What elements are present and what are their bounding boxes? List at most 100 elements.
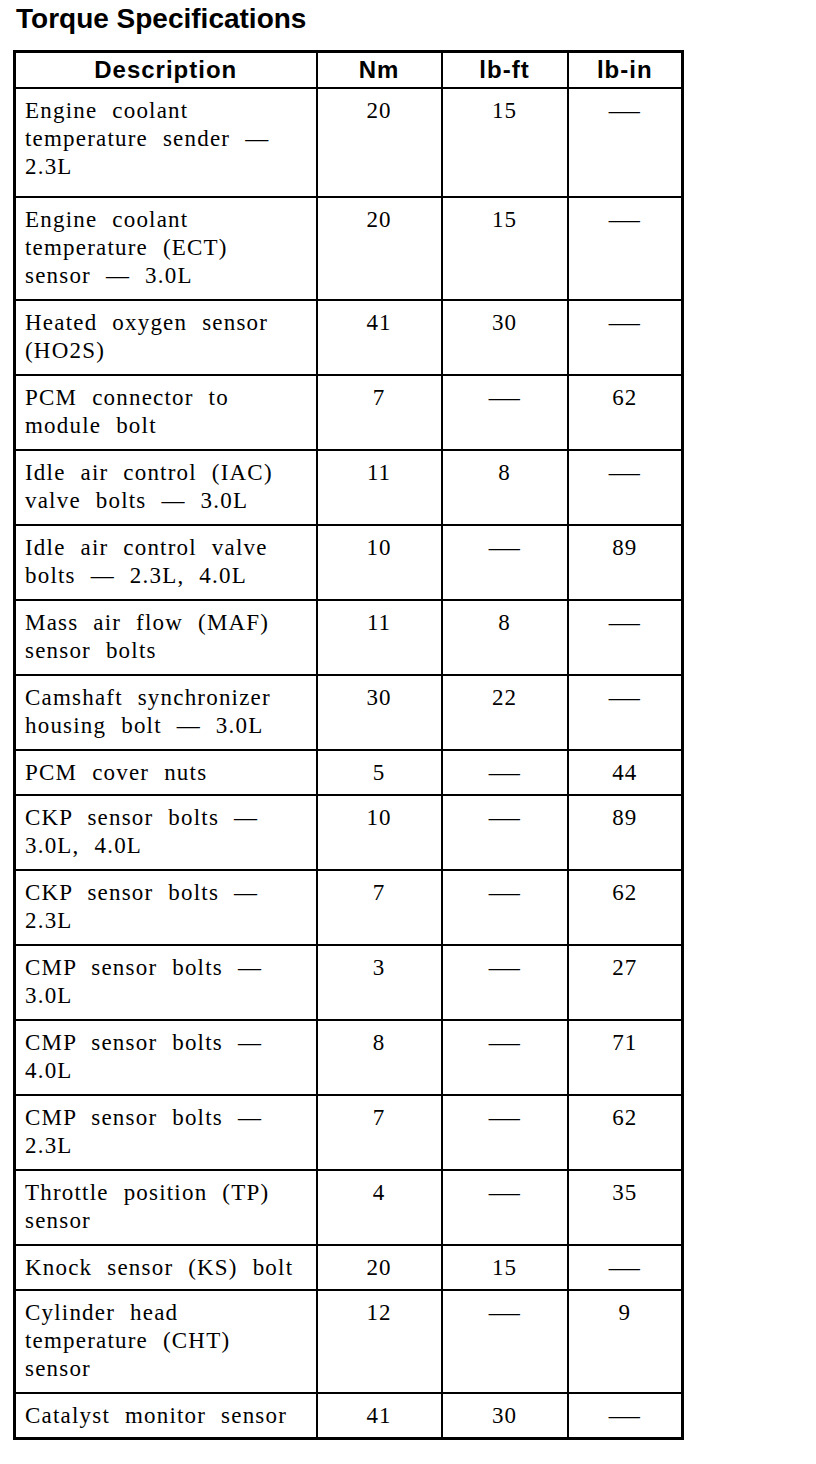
header-lb-in: lb-in bbox=[568, 52, 683, 89]
cell-lb-ft: 30 bbox=[442, 1393, 568, 1439]
cell-description: Heated oxygen sensor (HO2S) bbox=[15, 300, 317, 375]
em-dash: — bbox=[609, 1402, 641, 1430]
table-row: CKP sensor bolts — 3.0L, 4.0L10 — 89 bbox=[15, 795, 683, 870]
cell-lb-ft: — bbox=[442, 795, 568, 870]
cell-lb-in: 89 bbox=[568, 525, 683, 600]
table-row: CMP sensor bolts — 2.3L7—62 bbox=[15, 1095, 683, 1170]
cell-lb-in: — bbox=[568, 600, 683, 675]
cell-lb-ft: — bbox=[442, 1290, 568, 1393]
cell-description: CMP sensor bolts — 4.0L bbox=[15, 1020, 317, 1095]
cell-description: CMP sensor bolts — 3.0L bbox=[15, 945, 317, 1020]
cell-nm: 30 bbox=[317, 675, 442, 750]
cell-lb-ft: 15 bbox=[442, 1245, 568, 1290]
cell-nm: 20 bbox=[317, 197, 442, 300]
cell-nm: 11 bbox=[317, 450, 442, 525]
table-body: Engine coolant temperature sender — 2.3L… bbox=[15, 88, 683, 1439]
cell-description: Engine coolant temperature sender — 2.3L bbox=[15, 88, 317, 197]
cell-nm: 7 bbox=[317, 375, 442, 450]
cell-description: Idle air control valve bolts — 2.3L, 4.0… bbox=[15, 525, 317, 600]
cell-description: CMP sensor bolts — 2.3L bbox=[15, 1095, 317, 1170]
cell-description: PCM connector to module bolt bbox=[15, 375, 317, 450]
cell-lb-in: — bbox=[568, 197, 683, 300]
table-row: Camshaft synchronizer housing bolt — 3.0… bbox=[15, 675, 683, 750]
cell-nm: 8 bbox=[317, 1020, 442, 1095]
cell-nm: 11 bbox=[317, 600, 442, 675]
table-row: Heated oxygen sensor (HO2S)4130— bbox=[15, 300, 683, 375]
table-row: CKP sensor bolts — 2.3L7 — 62 bbox=[15, 870, 683, 945]
cell-description: Engine coolant temperature (ECT) sensor … bbox=[15, 197, 317, 300]
cell-lb-ft: — bbox=[442, 750, 568, 795]
table-row: PCM connector to module bolt7 — 62 bbox=[15, 375, 683, 450]
cell-description: Knock sensor (KS) bolt bbox=[15, 1245, 317, 1290]
em-dash: — bbox=[609, 206, 641, 234]
header-description: Description bbox=[15, 52, 317, 89]
em-dash: — bbox=[488, 804, 520, 832]
table-row: Cylinder head temperature (CHT) sensor12… bbox=[15, 1290, 683, 1393]
cell-nm: 3 bbox=[317, 945, 442, 1020]
em-dash: — bbox=[609, 97, 641, 125]
cell-lb-in: — bbox=[568, 88, 683, 197]
cell-nm: 12 bbox=[317, 1290, 442, 1393]
cell-nm: 7 bbox=[317, 1095, 442, 1170]
cell-lb-in: — bbox=[568, 450, 683, 525]
table-row: PCM cover nuts5 — 44 bbox=[15, 750, 683, 795]
cell-description: Camshaft synchronizer housing bolt — 3.0… bbox=[15, 675, 317, 750]
cell-lb-ft: 15 bbox=[442, 197, 568, 300]
cell-description: CKP sensor bolts — 2.3L bbox=[15, 870, 317, 945]
cell-nm: 5 bbox=[317, 750, 442, 795]
cell-lb-in: 62 bbox=[568, 870, 683, 945]
cell-lb-ft: 8 bbox=[442, 450, 568, 525]
cell-description: Idle air control (IAC) valve bolts — 3.0… bbox=[15, 450, 317, 525]
em-dash: — bbox=[609, 309, 641, 337]
cell-lb-ft: — bbox=[442, 525, 568, 600]
cell-nm: 20 bbox=[317, 1245, 442, 1290]
em-dash: — bbox=[609, 609, 641, 637]
table-row: Knock sensor (KS) bolt2015 — bbox=[15, 1245, 683, 1290]
table-row: Engine coolant temperature sender — 2.3L… bbox=[15, 88, 683, 197]
cell-description: Throttle position (TP) sensor bbox=[15, 1170, 317, 1245]
cell-description: Mass air flow (MAF) sensor bolts bbox=[15, 600, 317, 675]
table-row: Idle air control (IAC) valve bolts — 3.0… bbox=[15, 450, 683, 525]
em-dash: — bbox=[609, 1254, 641, 1282]
em-dash: — bbox=[488, 534, 520, 562]
header-row: Description Nm lb-ft lb-in bbox=[15, 52, 683, 89]
header-lb-ft: lb-ft bbox=[442, 52, 568, 89]
header-nm: Nm bbox=[317, 52, 442, 89]
em-dash: — bbox=[609, 684, 641, 712]
cell-lb-ft: — bbox=[442, 945, 568, 1020]
cell-nm: 4 bbox=[317, 1170, 442, 1245]
cell-lb-in: 44 bbox=[568, 750, 683, 795]
cell-nm: 10 bbox=[317, 795, 442, 870]
em-dash: — bbox=[488, 384, 520, 412]
cell-lb-in: — bbox=[568, 300, 683, 375]
table-row: CMP sensor bolts — 4.0L8—71 bbox=[15, 1020, 683, 1095]
cell-lb-ft: — bbox=[442, 1170, 568, 1245]
em-dash: — bbox=[488, 1104, 520, 1132]
cell-nm: 41 bbox=[317, 1393, 442, 1439]
cell-nm: 7 bbox=[317, 870, 442, 945]
cell-nm: 20 bbox=[317, 88, 442, 197]
cell-lb-in: — bbox=[568, 675, 683, 750]
em-dash: — bbox=[488, 759, 520, 787]
cell-description: PCM cover nuts bbox=[15, 750, 317, 795]
table-row: CMP sensor bolts — 3.0L3—27 bbox=[15, 945, 683, 1020]
em-dash: — bbox=[609, 459, 641, 487]
cell-lb-ft: 30 bbox=[442, 300, 568, 375]
em-dash: — bbox=[488, 879, 520, 907]
cell-lb-ft: — bbox=[442, 1095, 568, 1170]
table-row: Throttle position (TP) sensor4—35 bbox=[15, 1170, 683, 1245]
cell-lb-in: 62 bbox=[568, 375, 683, 450]
cell-lb-in: 9 bbox=[568, 1290, 683, 1393]
cell-lb-ft: 15 bbox=[442, 88, 568, 197]
cell-description: Catalyst monitor sensor bbox=[15, 1393, 317, 1439]
cell-lb-ft: 22 bbox=[442, 675, 568, 750]
cell-lb-ft: — bbox=[442, 870, 568, 945]
cell-nm: 10 bbox=[317, 525, 442, 600]
cell-lb-ft: — bbox=[442, 1020, 568, 1095]
page-title: Torque Specifications bbox=[16, 4, 816, 34]
table-row: Mass air flow (MAF) sensor bolts118— bbox=[15, 600, 683, 675]
cell-lb-ft: — bbox=[442, 375, 568, 450]
cell-lb-in: — bbox=[568, 1393, 683, 1439]
cell-lb-in: 89 bbox=[568, 795, 683, 870]
cell-description: CKP sensor bolts — 3.0L, 4.0L bbox=[15, 795, 317, 870]
